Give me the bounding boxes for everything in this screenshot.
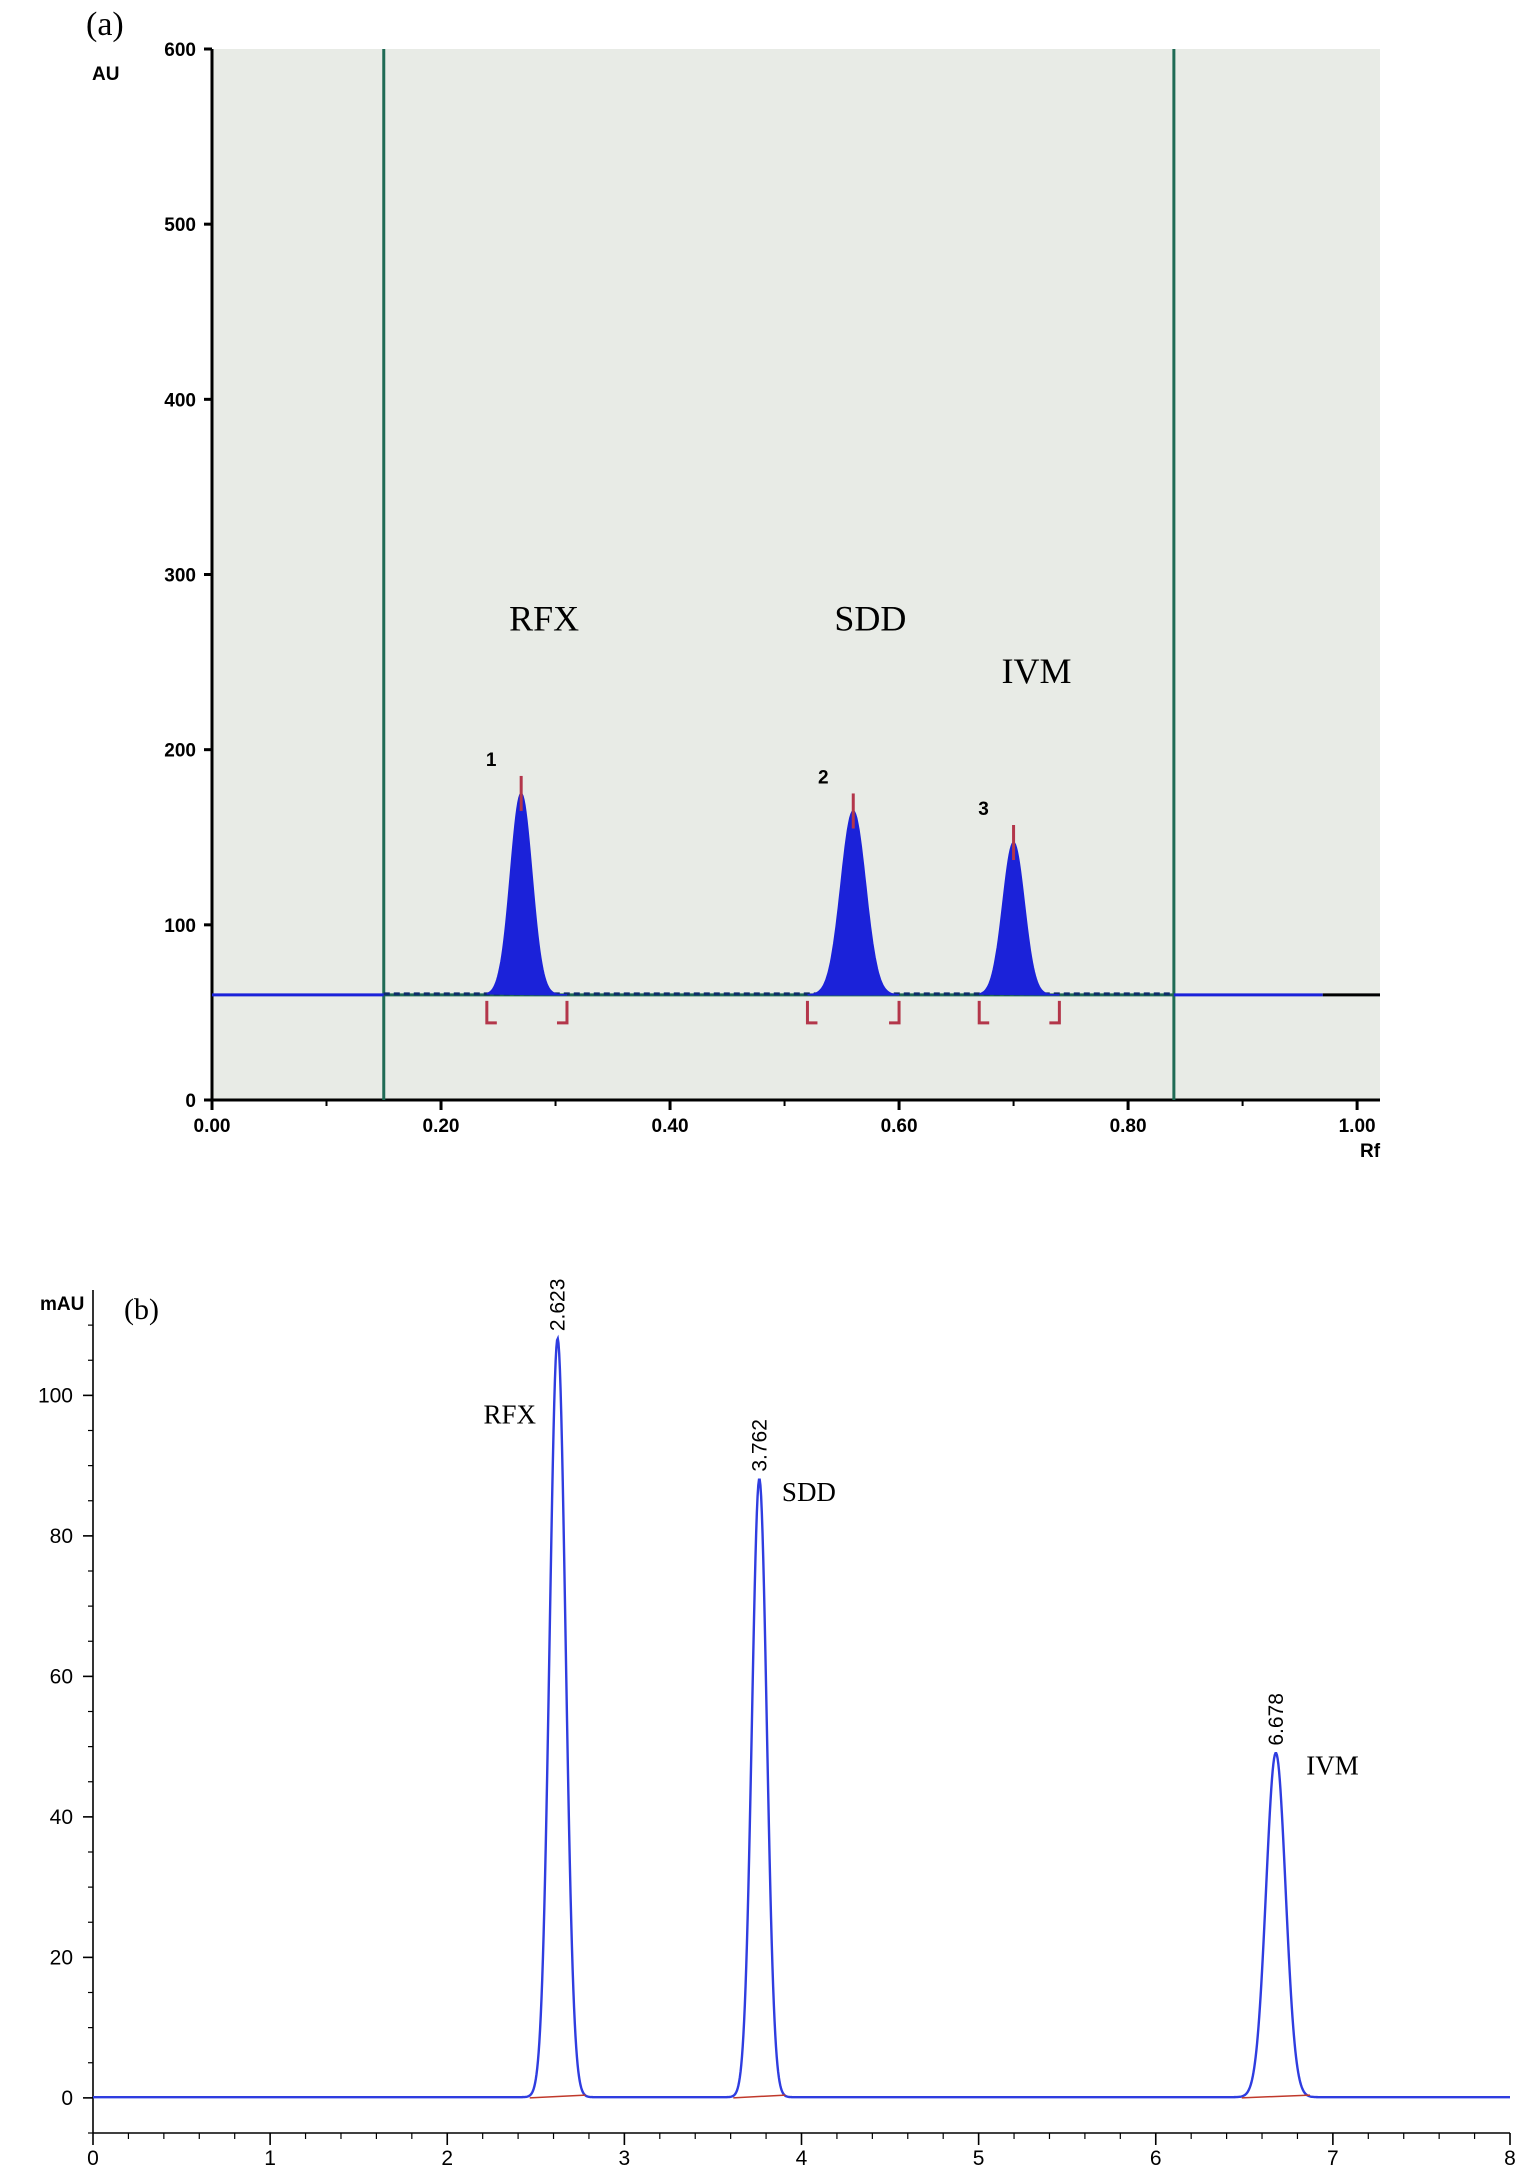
y-tick-label: 200 — [164, 741, 196, 762]
retention-time-label: 2.623 — [547, 1279, 570, 1332]
integration-baseline — [529, 2094, 586, 2099]
integration-baseline — [733, 2094, 786, 2099]
x-tick-label: 4 — [796, 2147, 808, 2170]
x-tick-label: 2 — [441, 2147, 453, 2170]
peak-number-label: 3 — [978, 799, 989, 820]
x-tick-label: 1 — [264, 2147, 276, 2170]
panel-a-tlc-densitogram: (a) AU Rf 0 100 200 300 400 500 600 0.00 0.20 0.4… — [86, 6, 1381, 1162]
compound-label-rfx: RFX — [484, 1399, 537, 1429]
y-tick-label: 500 — [164, 215, 196, 236]
peak-boundary-marker — [485, 1000, 497, 1025]
y-tick-label: 80 — [50, 1525, 73, 1548]
panel-b-plot-area: 0 20 40 60 80 100 0 1 2 3 4 5 6 7 8 2.623 RFX 3.762 SDD 6.6… — [38, 1279, 1516, 2170]
x-tick-label: 0 — [87, 2147, 99, 2170]
integration-baseline — [1241, 2094, 1310, 2099]
y-tick-label: 600 — [164, 40, 196, 61]
x-tick-label: 1.00 — [1339, 1116, 1376, 1137]
panel-b-label: (b) — [124, 1293, 159, 1326]
panel-a-x-axis-label: Rf — [1360, 1141, 1381, 1162]
chromatogram-trace — [93, 1334, 1510, 2099]
peak-boundary-marker — [805, 1000, 818, 1025]
x-tick-label: 0.80 — [1110, 1116, 1147, 1137]
compound-label-ivm: IVM — [1001, 651, 1071, 691]
x-tick-label: 3 — [619, 2147, 631, 2170]
y-tick-label: 0 — [61, 2087, 73, 2110]
x-tick-label: 0.40 — [652, 1116, 689, 1137]
peak-ivm-area — [978, 841, 1060, 996]
plot-background — [212, 49, 1380, 1100]
y-tick-label: 300 — [164, 566, 196, 587]
x-tick-label: 0.00 — [194, 1116, 231, 1137]
x-tick-label: 0.60 — [881, 1116, 918, 1137]
peak-boundary-marker — [977, 1000, 990, 1025]
x-tick-label: 0.20 — [423, 1116, 460, 1137]
x-tick-label: 7 — [1327, 2147, 1339, 2170]
peak-boundary-marker — [1049, 1000, 1061, 1025]
x-tick-label: 6 — [1150, 2147, 1162, 2170]
peak-boundary-marker — [556, 1000, 569, 1025]
panel-b-y-axis-label: mAU — [40, 1294, 84, 1315]
panel-b-hplc-chromatogram: (b) mAU 0 20 40 60 80 100 0 1 2 3 4 5 6 7 8 2.623 RFX 3.7… — [38, 1279, 1516, 2170]
x-tick-label: 8 — [1504, 2147, 1516, 2170]
panel-a-y-axis-label: AU — [92, 64, 119, 85]
y-tick-label: 0 — [185, 1091, 196, 1112]
retention-time-label: 6.678 — [1265, 1693, 1288, 1746]
panel-a-plot-area: 0 100 200 300 400 500 600 0.00 0.20 0.40 0.60 0.80 1… — [164, 40, 1380, 1137]
peak-rfx-area — [486, 792, 568, 996]
y-tick-label: 100 — [38, 1384, 73, 1407]
panel-a-label: (a) — [86, 6, 124, 43]
peak-number-label: 1 — [486, 750, 497, 771]
compound-label-sdd: SDD — [782, 1477, 836, 1507]
y-tick-label: 20 — [50, 1946, 73, 1969]
x-tick-label: 5 — [973, 2147, 985, 2170]
y-tick-label: 60 — [50, 1665, 73, 1688]
peak-boundary-marker — [889, 1000, 901, 1025]
y-tick-label: 40 — [50, 1806, 73, 1829]
retention-time-label: 3.762 — [748, 1419, 771, 1472]
peak-number-label: 2 — [818, 767, 829, 788]
compound-label-rfx: RFX — [509, 599, 579, 639]
compound-label-sdd: SDD — [834, 599, 906, 639]
y-tick-label: 400 — [164, 390, 196, 411]
compound-label-ivm: IVM — [1306, 1751, 1359, 1781]
y-tick-label: 100 — [164, 916, 196, 937]
